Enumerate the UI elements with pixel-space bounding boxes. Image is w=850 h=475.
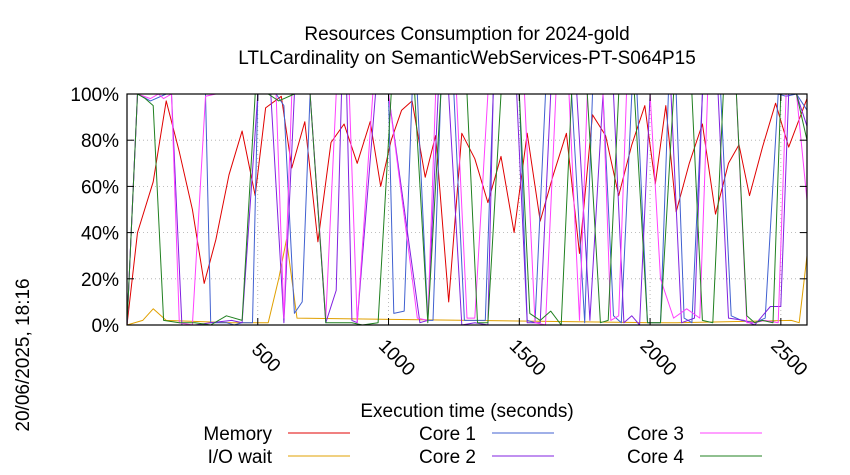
timestamp-label: 20/06/2025, 18:16 [13,278,34,431]
y-tick-label: 0% [92,316,120,337]
series-line-core-4 [126,93,808,326]
x-axis-label: Execution time (seconds) [360,401,573,422]
chart-subtitle: LTLCardinality on SemanticWebServices-PT… [238,48,696,69]
series-line-i-o-wait [126,239,808,326]
series-line-core-1 [126,93,808,326]
x-tick-label: 1000 [374,336,419,381]
legend-label-core-1: Core 1 [419,424,476,445]
y-tick-label: 40% [81,224,119,245]
series-line-core-3 [126,93,808,326]
grid [127,94,807,325]
y-axis: 0% 20% 40% 60% 80% 100% [70,85,807,337]
x-tick-label: 500 [247,339,284,376]
x-tick-label: 2500 [766,336,811,381]
series-line-core-2 [126,93,808,326]
legend-label-memory: Memory [203,424,272,445]
y-tick-label: 100% [70,85,119,106]
chart-title: Resources Consumption for 2024-gold [304,24,629,45]
legend-label-core-3: Core 3 [627,424,684,445]
y-tick-label: 80% [81,131,119,152]
y-tick-label: 20% [81,270,119,291]
plot-frame [126,93,808,326]
x-axis: 500 1000 1500 2000 2500 [247,94,811,380]
y-tick-label: 60% [81,177,119,198]
series-line-memory [126,95,808,326]
legend-label-core-2: Core 2 [419,447,476,468]
legend-label-core-4: Core 4 [627,447,684,468]
series-lines [126,93,808,326]
x-tick-label: 2000 [636,336,681,381]
legend-label-i-o-wait: I/O wait [208,447,273,468]
x-tick-label: 1500 [505,336,550,381]
